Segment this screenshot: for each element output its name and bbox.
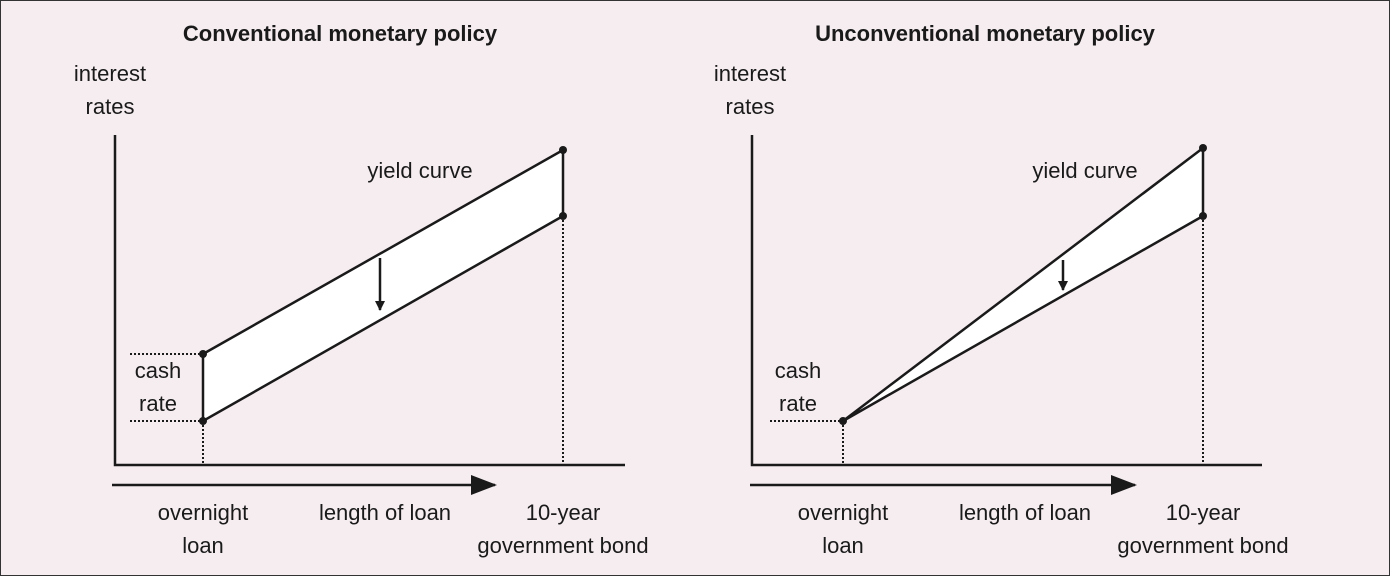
- curve-label: yield curve: [367, 158, 472, 183]
- y-axis-label: rates: [86, 94, 135, 119]
- y-axis-label: interest: [714, 61, 786, 86]
- end-label: 10-year: [526, 500, 601, 525]
- y-axis-label: interest: [74, 61, 146, 86]
- axes: [750, 135, 1262, 467]
- end-label: 10-year: [1166, 500, 1241, 525]
- start-label: overnight: [158, 500, 249, 525]
- start-label: overnight: [798, 500, 889, 525]
- start-label: loan: [182, 533, 224, 558]
- panel: Unconventional monetary policy interest …: [714, 21, 1289, 558]
- panel-title: Conventional monetary policy: [183, 21, 498, 46]
- axes: [113, 135, 625, 467]
- cash-rate-label: cash: [775, 358, 821, 383]
- panel: Conventional monetary policy interest ra…: [74, 21, 649, 558]
- points: [199, 146, 567, 425]
- x-axis-label: length of loan: [959, 500, 1091, 525]
- curve-label: yield curve: [1032, 158, 1137, 183]
- start-label: loan: [822, 533, 864, 558]
- cash-rate-label: rate: [779, 391, 817, 416]
- yield-band: [201, 147, 565, 424]
- y-axis-label: rates: [726, 94, 775, 119]
- end-label: government bond: [1117, 533, 1288, 558]
- x-axis-label: length of loan: [319, 500, 451, 525]
- points: [839, 144, 1207, 425]
- yield-band: [842, 145, 1205, 423]
- cash-rate-label: rate: [139, 391, 177, 416]
- end-label: government bond: [477, 533, 648, 558]
- cash-rate-label: cash: [135, 358, 181, 383]
- panel-title: Unconventional monetary policy: [815, 21, 1156, 46]
